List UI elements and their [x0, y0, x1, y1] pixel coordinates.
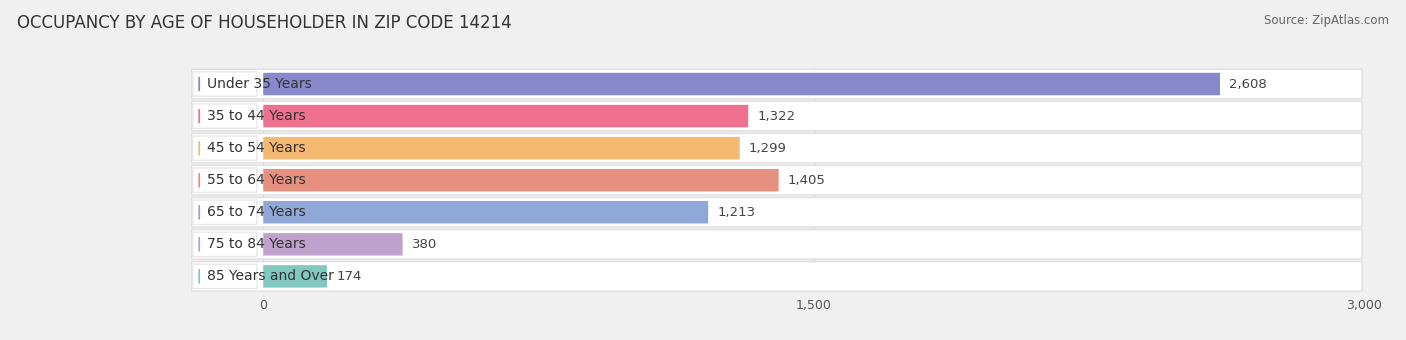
FancyBboxPatch shape	[263, 105, 748, 127]
Text: 1,213: 1,213	[717, 206, 755, 219]
Text: 35 to 44 Years: 35 to 44 Years	[207, 109, 305, 123]
Text: 55 to 64 Years: 55 to 64 Years	[207, 173, 305, 187]
FancyBboxPatch shape	[191, 69, 1362, 99]
Text: 85 Years and Over: 85 Years and Over	[207, 269, 333, 283]
FancyBboxPatch shape	[193, 264, 257, 289]
FancyBboxPatch shape	[193, 168, 257, 192]
FancyBboxPatch shape	[191, 101, 1362, 131]
FancyBboxPatch shape	[191, 230, 1362, 259]
Text: 1,299: 1,299	[749, 142, 787, 155]
Text: 380: 380	[412, 238, 437, 251]
FancyBboxPatch shape	[193, 72, 257, 96]
Text: Under 35 Years: Under 35 Years	[207, 77, 312, 91]
FancyBboxPatch shape	[191, 261, 1362, 291]
FancyBboxPatch shape	[263, 169, 779, 191]
FancyBboxPatch shape	[263, 201, 709, 223]
Text: 45 to 54 Years: 45 to 54 Years	[207, 141, 305, 155]
Text: 75 to 84 Years: 75 to 84 Years	[207, 237, 305, 251]
FancyBboxPatch shape	[193, 136, 257, 160]
FancyBboxPatch shape	[193, 232, 257, 256]
FancyBboxPatch shape	[263, 137, 740, 159]
FancyBboxPatch shape	[193, 104, 257, 128]
FancyBboxPatch shape	[191, 166, 1362, 195]
Text: Source: ZipAtlas.com: Source: ZipAtlas.com	[1264, 14, 1389, 27]
Text: 174: 174	[336, 270, 361, 283]
Text: 1,405: 1,405	[787, 174, 825, 187]
FancyBboxPatch shape	[263, 233, 402, 256]
Text: 2,608: 2,608	[1229, 78, 1267, 90]
FancyBboxPatch shape	[191, 133, 1362, 163]
FancyBboxPatch shape	[263, 73, 1220, 95]
Text: 1,322: 1,322	[758, 109, 796, 123]
FancyBboxPatch shape	[263, 265, 328, 288]
Text: 65 to 74 Years: 65 to 74 Years	[207, 205, 305, 219]
Text: OCCUPANCY BY AGE OF HOUSEHOLDER IN ZIP CODE 14214: OCCUPANCY BY AGE OF HOUSEHOLDER IN ZIP C…	[17, 14, 512, 32]
FancyBboxPatch shape	[191, 198, 1362, 227]
FancyBboxPatch shape	[193, 200, 257, 224]
